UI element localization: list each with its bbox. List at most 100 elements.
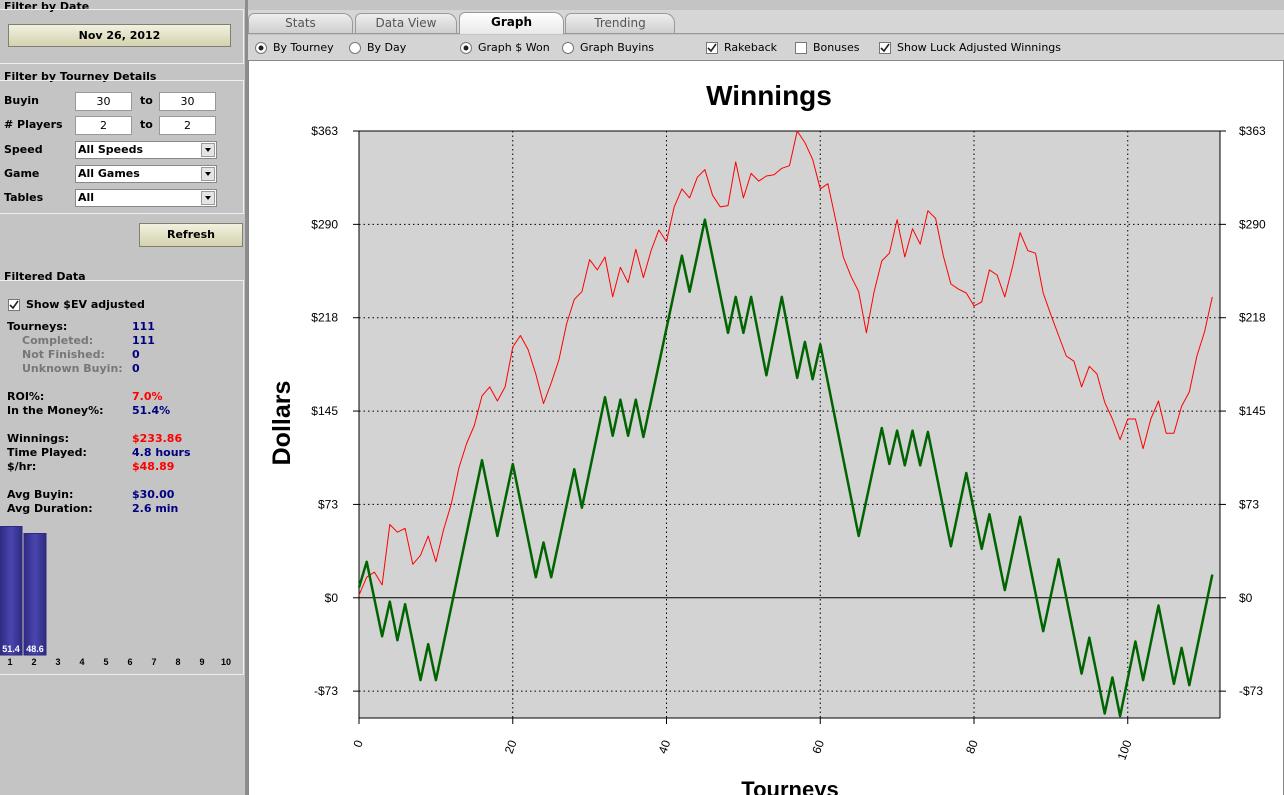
text-input[interactable]: 2 [159, 116, 216, 135]
date-button[interactable]: Nov 26, 2012 [8, 24, 231, 47]
stat-label: ROI%: [7, 390, 45, 403]
check-mark [880, 43, 890, 53]
stat-value: 2.6 min [132, 502, 179, 515]
bar [23, 533, 47, 656]
dropdown-arrow [201, 191, 215, 205]
x-tick-label: 20 [502, 738, 520, 756]
stat-value: 4.8 hours [132, 446, 191, 459]
stat-label: Time Played: [7, 446, 87, 459]
tab[interactable]: Data View [355, 13, 457, 33]
stat-label: Avg Duration: [7, 502, 93, 515]
option-label[interactable]: Show Luck Adjusted Winnings [897, 41, 1062, 54]
dropdown-arrow [201, 167, 215, 181]
field-label: Game [4, 167, 40, 180]
dropdown[interactable]: All [75, 189, 217, 207]
y2-tick-label: $0 [1239, 591, 1253, 605]
text-input[interactable]: 30 [159, 92, 216, 111]
refresh-button[interactable]: Refresh [139, 223, 243, 247]
option-label[interactable]: Bonuses [813, 41, 860, 54]
field-label: to [140, 118, 153, 131]
field-label: # Players [4, 118, 63, 131]
stat-value: 0 [132, 362, 140, 375]
y2-tick-label: $290 [1239, 217, 1266, 231]
x-tick-label: 6 [127, 657, 132, 667]
chart-title: Winnings [706, 80, 832, 111]
x-tick-label: 0 [350, 738, 366, 749]
dropdown-value: All Speeds [78, 143, 144, 156]
section-box [0, 9, 244, 64]
option-label[interactable]: By Tourney [273, 41, 334, 54]
dropdown[interactable]: All Speeds [75, 141, 217, 159]
chart: Winnings Dollars Tourneys -$73 -$73 $0 $0 $73 $7… [248, 60, 1284, 795]
y-tick-label: -$73 [314, 684, 338, 698]
text-input[interactable]: 30 [75, 92, 132, 111]
x-tick-label: 4 [79, 657, 84, 667]
y2-tick-label: -$73 [1239, 684, 1263, 698]
option-label[interactable]: Graph Buyins [580, 41, 655, 54]
stat-label: Tourneys: [7, 320, 68, 333]
y2-tick-label: $363 [1239, 124, 1266, 138]
data-line [357, 218, 1214, 718]
x-tick-label: 7 [151, 657, 156, 667]
y-tick-label: $0 [325, 591, 339, 605]
y-tick-label: $73 [318, 497, 338, 511]
check-mark [9, 300, 19, 310]
stat-label: $/hr: [7, 460, 37, 473]
stat-value: $30.00 [132, 488, 175, 501]
section-box [0, 80, 244, 214]
tab[interactable]: Graph [459, 12, 564, 34]
y2-tick-label: $218 [1239, 311, 1266, 325]
y-tick-label: $290 [311, 217, 338, 231]
tab[interactable]: Stats [248, 13, 353, 33]
checkbox-label: Show $EV adjusted [26, 298, 145, 311]
stat-value: 0 [132, 348, 140, 361]
radio[interactable] [349, 42, 361, 54]
dropdown-value: All Games [78, 167, 140, 180]
checkbox[interactable] [879, 42, 891, 54]
radio[interactable] [255, 42, 267, 54]
stat-label: Unknown Buyin: [22, 362, 123, 375]
dropdown[interactable]: All Games [75, 165, 217, 183]
arrow-icon [205, 196, 211, 200]
data-line [358, 130, 1213, 596]
stat-label: Not Finished: [22, 348, 105, 361]
x-tick-label: 3 [55, 657, 60, 667]
x-tick-label: 9 [199, 657, 204, 667]
arrow-icon [205, 148, 211, 152]
field-label: Speed [4, 143, 43, 156]
y2-tick-label: $73 [1239, 497, 1259, 511]
radio-dot [258, 45, 264, 51]
x-tick-label: 80 [963, 738, 981, 756]
radio[interactable] [562, 42, 574, 54]
y-tick-label: $218 [311, 311, 338, 325]
tab[interactable]: Trending [565, 13, 675, 33]
x-tick-label: 60 [809, 738, 827, 756]
option-label[interactable]: Graph $ Won [478, 41, 550, 54]
radio[interactable] [460, 42, 472, 54]
check-mark [707, 43, 717, 53]
stat-value: $48.89 [132, 460, 175, 473]
value-label: 51.4 [2, 644, 20, 654]
section-title: Filter by Tourney Details [4, 70, 157, 83]
section-title: Filtered Data [4, 270, 86, 283]
stat-value: 51.4% [132, 404, 171, 417]
stat-label: Completed: [22, 334, 94, 347]
field-label: Buyin [4, 94, 39, 107]
checkbox[interactable] [795, 42, 807, 54]
text-input[interactable]: 2 [75, 116, 132, 135]
options-bar [248, 35, 1284, 60]
value-label: 48.6 [26, 644, 44, 654]
option-label[interactable]: Rakeback [724, 41, 778, 54]
checkbox[interactable] [8, 299, 20, 311]
stat-value: 111 [132, 334, 155, 347]
x-axis-label: Tourneys [741, 777, 838, 795]
section-box [0, 280, 244, 675]
stat-value: $233.86 [132, 432, 183, 445]
stat-label: Winnings: [7, 432, 69, 445]
option-label[interactable]: By Day [367, 41, 407, 54]
checkbox[interactable] [706, 42, 718, 54]
sidebar: Filter by Date Nov 26, 2012 Filter by Tour… [0, 0, 248, 795]
stat-value: 111 [132, 320, 155, 333]
x-tick-label: 40 [656, 738, 674, 756]
arrow-icon [205, 172, 211, 176]
